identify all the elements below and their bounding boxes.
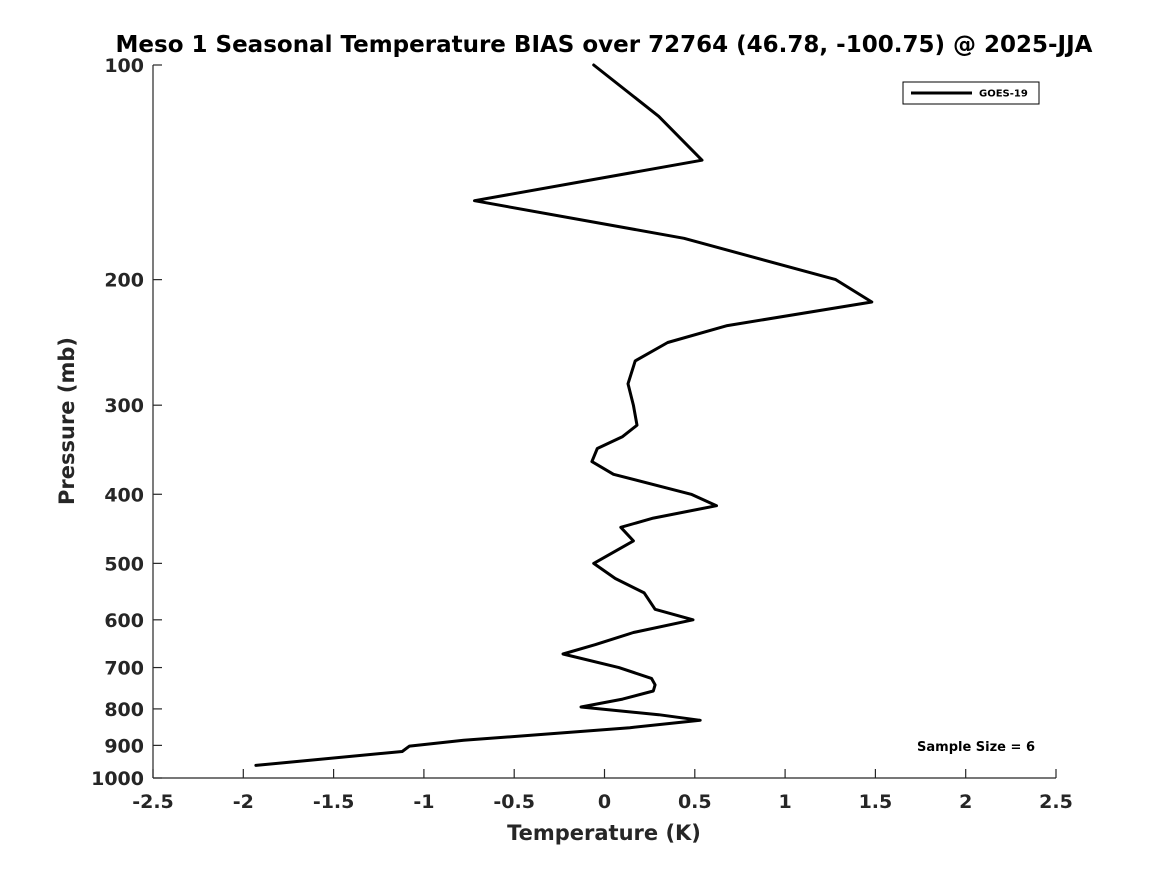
x-tick-label: 0: [598, 791, 611, 813]
chart-title: Meso 1 Seasonal Temperature BIAS over 72…: [116, 32, 1093, 58]
y-tick-label: 100: [104, 55, 144, 77]
y-axis-label: Pressure (mb): [55, 337, 79, 505]
x-tick-label: 2.5: [1039, 791, 1073, 813]
series-line-goes-19: [254, 63, 874, 767]
legend: GOES-19: [902, 81, 1040, 105]
y-tick-label: 300: [104, 395, 144, 417]
y-tick-label: 800: [104, 699, 144, 721]
y-axis: 100 200 300 400 500 600 700 800 900 1000: [91, 55, 162, 790]
y-tick-label: 1000: [91, 768, 144, 790]
y-tick-label: 500: [104, 553, 144, 575]
x-tick-label: 0.5: [678, 791, 712, 813]
legend-label: GOES-19: [979, 89, 1028, 100]
x-axis-label: Temperature (K): [507, 821, 701, 845]
x-tick-label: -1: [413, 791, 434, 813]
y-tick-label: 700: [104, 658, 144, 680]
x-axis: -2.5 -2 -1.5 -1 -0.5 0 0.5 1 1.5 2 2.5: [132, 769, 1073, 813]
x-tick-label: 1.5: [859, 791, 893, 813]
x-tick-label: 1: [778, 791, 791, 813]
y-tick-label: 600: [104, 610, 144, 632]
x-tick-label: 2: [959, 791, 972, 813]
x-tick-label: -1.5: [313, 791, 355, 813]
sample-size-annotation: Sample Size = 6: [917, 740, 1035, 755]
y-tick-label: 200: [104, 270, 144, 292]
x-tick-label: -0.5: [493, 791, 535, 813]
series-layer: [254, 63, 874, 767]
y-tick-label: 400: [104, 484, 144, 506]
y-tick-label: 900: [104, 735, 144, 757]
plot-frame: [152, 65, 1056, 779]
x-tick-label: -2.5: [132, 791, 174, 813]
x-tick-label: -2: [233, 791, 254, 813]
